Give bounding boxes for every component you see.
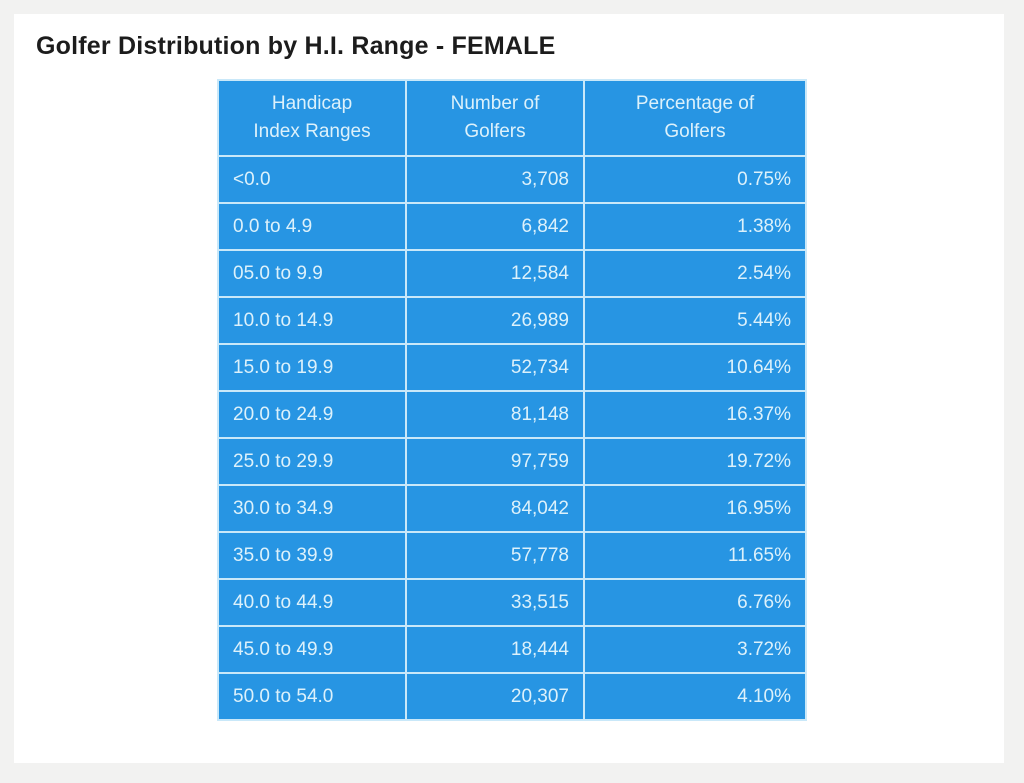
table-row: 15.0 to 19.9 52,734 10.64%: [217, 343, 807, 392]
table-row: 45.0 to 49.9 18,444 3.72%: [217, 625, 807, 674]
golfers-cell: 33,515: [405, 578, 585, 627]
percentage-cell: 2.54%: [583, 249, 807, 298]
header-line: Index Ranges: [253, 121, 371, 142]
percentage-cell: 10.64%: [583, 343, 807, 392]
percentage-cell: 4.10%: [583, 672, 807, 721]
header-line: Golfers: [464, 121, 526, 142]
range-cell: 0.0 to 4.9: [217, 202, 407, 251]
golfers-cell: 26,989: [405, 296, 585, 345]
content-card: Golfer Distribution by H.I. Range - FEMA…: [14, 14, 1004, 763]
range-cell: 25.0 to 29.9: [217, 437, 407, 486]
percentage-cell: 16.95%: [583, 484, 807, 533]
range-cell: 20.0 to 24.9: [217, 390, 407, 439]
table-row: 10.0 to 14.9 26,989 5.44%: [217, 296, 807, 345]
table-body: <0.0 3,708 0.75% 0.0 to 4.9 6,842 1.38% 05.0 t…: [217, 155, 807, 721]
header-line: Number of: [450, 93, 540, 115]
percentage-cell: 19.72%: [583, 437, 807, 486]
header-percentage-of-golfers: Percentage of Golfers: [583, 79, 807, 157]
percentage-cell: 0.75%: [583, 155, 807, 204]
golfers-cell: 6,842: [405, 202, 585, 251]
header-line: Golfers: [664, 121, 726, 142]
percentage-cell: 5.44%: [583, 296, 807, 345]
header-line: Percentage of: [635, 93, 755, 115]
range-cell: 35.0 to 39.9: [217, 531, 407, 580]
header-row: Handicap Index Ranges Number of Golfers …: [217, 79, 807, 157]
golfer-distribution-table: Handicap Index Ranges Number of Golfers …: [217, 79, 807, 721]
table-row: <0.0 3,708 0.75%: [217, 155, 807, 204]
header-line: Handicap: [271, 93, 353, 115]
percentage-cell: 1.38%: [583, 202, 807, 251]
golfers-cell: 52,734: [405, 343, 585, 392]
range-cell: 50.0 to 54.0: [217, 672, 407, 721]
page-title: Golfer Distribution by H.I. Range - FEMA…: [36, 32, 556, 60]
percentage-cell: 11.65%: [583, 531, 807, 580]
table-row: 20.0 to 24.9 81,148 16.37%: [217, 390, 807, 439]
range-cell: 30.0 to 34.9: [217, 484, 407, 533]
table-header: Handicap Index Ranges Number of Golfers …: [217, 79, 807, 157]
range-cell: 40.0 to 44.9: [217, 578, 407, 627]
range-cell: 05.0 to 9.9: [217, 249, 407, 298]
golfers-cell: 20,307: [405, 672, 585, 721]
table-row: 40.0 to 44.9 33,515 6.76%: [217, 578, 807, 627]
range-cell: <0.0: [217, 155, 407, 204]
golfers-cell: 81,148: [405, 390, 585, 439]
range-cell: 15.0 to 19.9: [217, 343, 407, 392]
golfers-cell: 3,708: [405, 155, 585, 204]
golfers-cell: 84,042: [405, 484, 585, 533]
header-handicap-index-ranges: Handicap Index Ranges: [217, 79, 407, 157]
percentage-cell: 6.76%: [583, 578, 807, 627]
golfers-cell: 97,759: [405, 437, 585, 486]
table-row: 35.0 to 39.9 57,778 11.65%: [217, 531, 807, 580]
table-row: 25.0 to 29.9 97,759 19.72%: [217, 437, 807, 486]
table-row: 0.0 to 4.9 6,842 1.38%: [217, 202, 807, 251]
golfers-cell: 57,778: [405, 531, 585, 580]
range-cell: 10.0 to 14.9: [217, 296, 407, 345]
percentage-cell: 16.37%: [583, 390, 807, 439]
table-row: 30.0 to 34.9 84,042 16.95%: [217, 484, 807, 533]
header-number-of-golfers: Number of Golfers: [405, 79, 585, 157]
range-cell: 45.0 to 49.9: [217, 625, 407, 674]
table-row: 05.0 to 9.9 12,584 2.54%: [217, 249, 807, 298]
percentage-cell: 3.72%: [583, 625, 807, 674]
golfers-cell: 12,584: [405, 249, 585, 298]
golfers-cell: 18,444: [405, 625, 585, 674]
table-row: 50.0 to 54.0 20,307 4.10%: [217, 672, 807, 721]
